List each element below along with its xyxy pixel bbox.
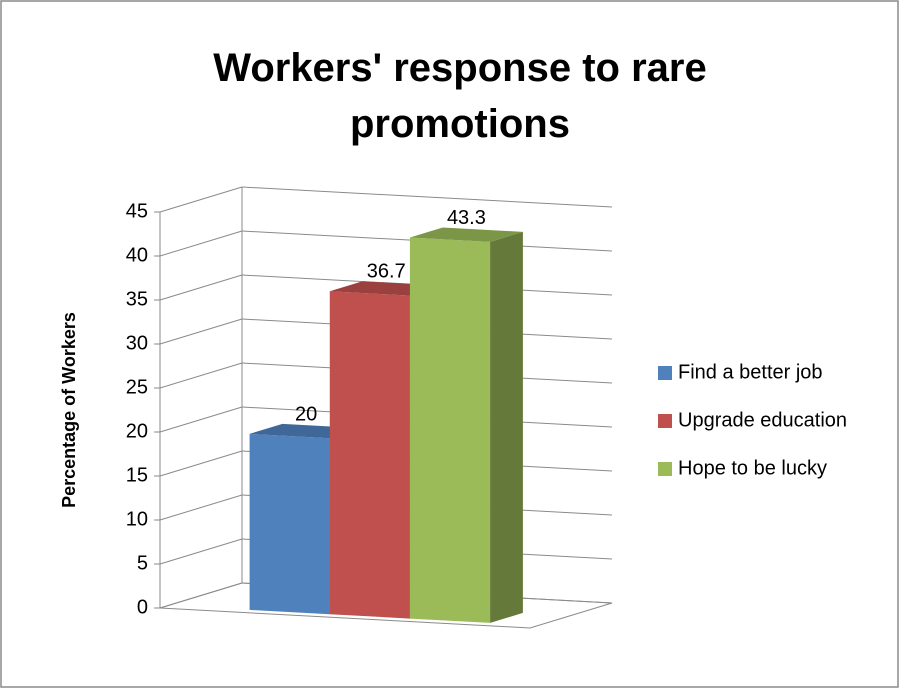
chart-title: Workers' response to rare promotions: [213, 46, 706, 146]
bar-front: [249, 433, 330, 615]
y-tick-label: 20: [126, 420, 148, 442]
grid-line: [159, 318, 243, 345]
legend-label: Find a better job: [678, 361, 823, 383]
grid-line: [241, 186, 613, 208]
y-tick-label: 35: [126, 288, 148, 310]
legend-swatch: [658, 462, 672, 476]
grid-line: [159, 494, 243, 521]
grid-line: [159, 582, 243, 609]
y-tick-label: 30: [126, 332, 148, 354]
bar-side: [490, 231, 523, 623]
bar-front: [329, 291, 410, 619]
bar: [409, 227, 523, 623]
data-label: 43.3: [447, 207, 486, 229]
grid-line: [159, 362, 243, 389]
grid-line: [159, 230, 243, 257]
grid-line: [159, 538, 243, 565]
legend-label: Hope to be lucky: [678, 457, 827, 479]
y-tick-label: 45: [126, 200, 148, 222]
grid-line: [159, 450, 243, 477]
y-tick-label: 5: [137, 552, 148, 574]
data-label: 20: [295, 403, 317, 425]
y-tick-label: 40: [126, 244, 148, 266]
y-tick-label: 25: [126, 376, 148, 398]
grid-line: [159, 406, 243, 433]
legend-swatch: [658, 414, 672, 428]
legend-swatch: [658, 366, 672, 380]
y-axis-label: Percentage of Workers: [59, 312, 79, 508]
legend-label: Upgrade education: [678, 409, 847, 431]
bar-front: [409, 237, 491, 623]
y-tick-label: 10: [126, 508, 148, 530]
y-tick-label: 15: [126, 464, 148, 486]
grid-line: [159, 186, 243, 213]
data-label: 36.7: [367, 261, 406, 283]
grid-line: [159, 274, 243, 301]
bar-top: [409, 227, 523, 242]
y-tick-label: 0: [137, 596, 148, 618]
